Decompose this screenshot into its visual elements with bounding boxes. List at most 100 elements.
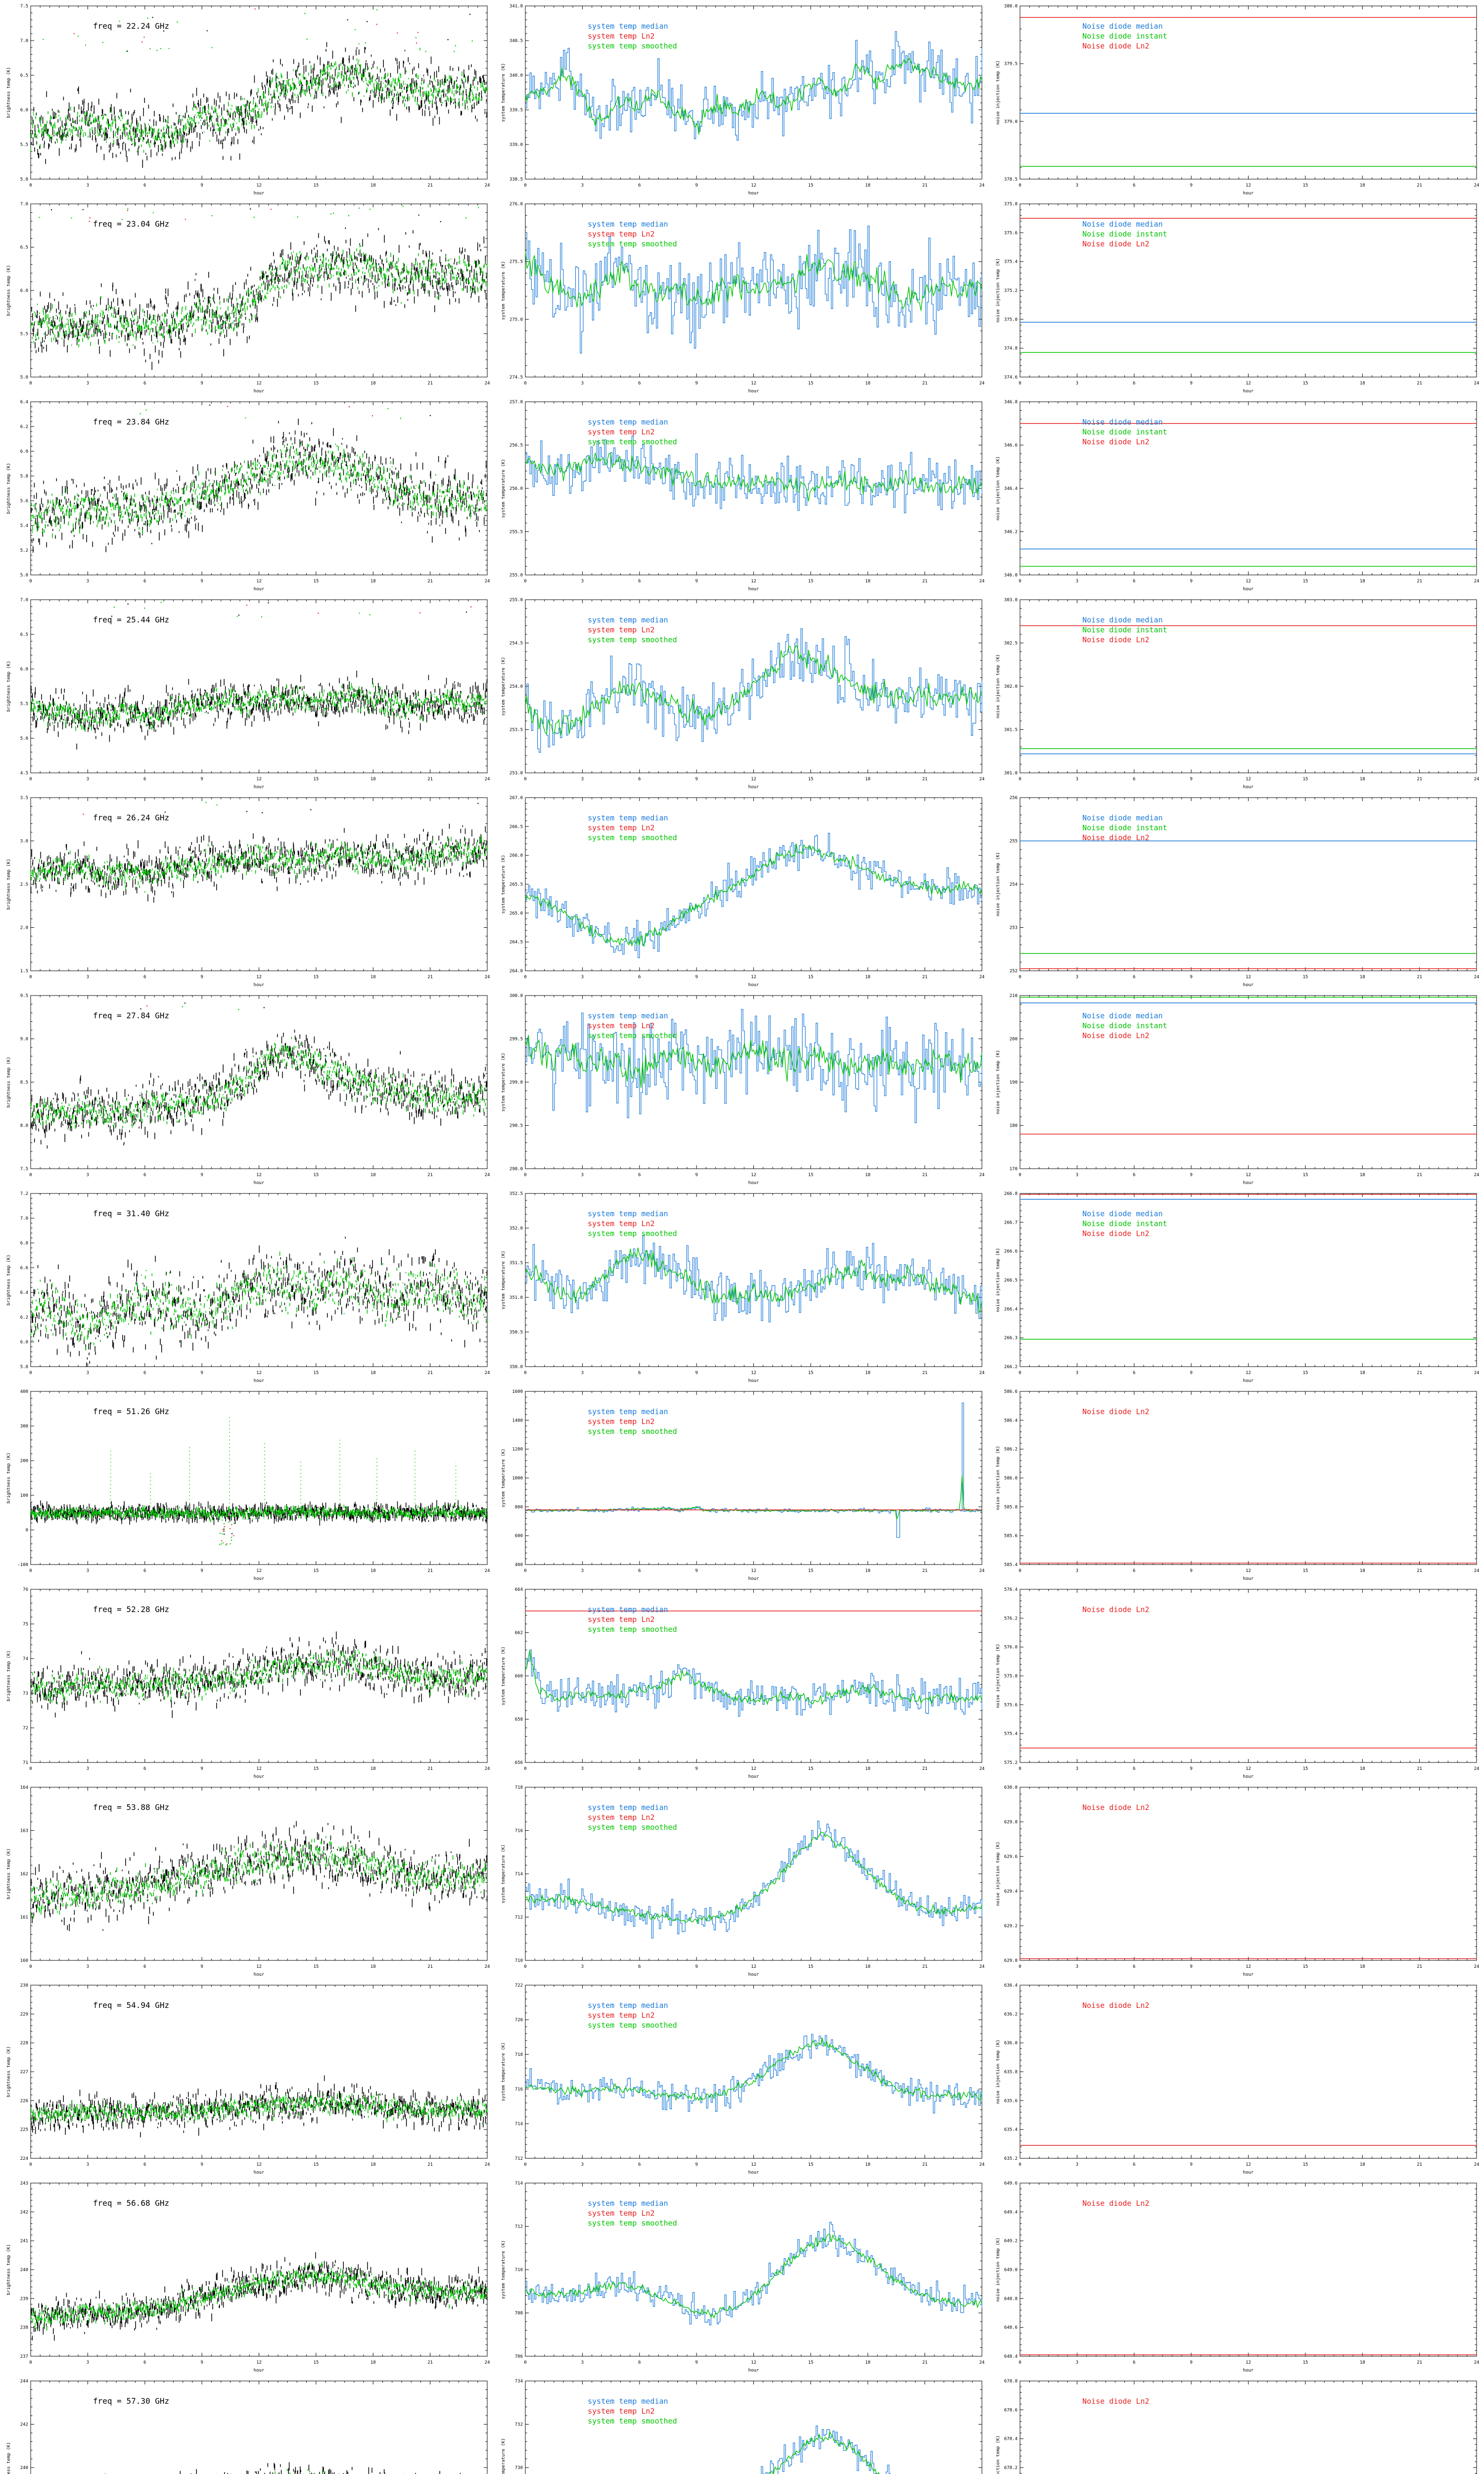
- x-tick-label: 9: [200, 381, 203, 386]
- outlier-dots-red: [73, 8, 418, 44]
- x-tick-label: 0: [1019, 2162, 1021, 2167]
- y-tick-label: 629.6: [1004, 1855, 1018, 1859]
- x-axis-label: hour: [1243, 2368, 1254, 2373]
- x-tick-label: 9: [200, 1569, 203, 1573]
- y-tick-label: 266.5: [510, 824, 523, 829]
- x-axis-label: hour: [1243, 1379, 1254, 1383]
- axes-frame: [1020, 5, 1477, 180]
- y-tick-label: 718: [515, 1785, 523, 1790]
- x-tick-label: 0: [29, 1964, 32, 1969]
- x-tick-label: 12: [1246, 1766, 1251, 1771]
- y-axis-label: brightness temp (K): [6, 859, 11, 910]
- y-tick-label: 256: [1010, 796, 1018, 801]
- y-tick-label: 339.5: [510, 108, 523, 113]
- x-tick-label: 12: [256, 2360, 262, 2365]
- x-tick-label: 6: [638, 1964, 641, 1969]
- x-tick-label: 15: [1302, 975, 1308, 980]
- y-axis-label: system temperature (K): [501, 459, 506, 518]
- y-tick-label: 190: [1010, 1080, 1018, 1085]
- y-tick-label: 1600: [512, 1389, 523, 1394]
- y-tick-label: 716: [515, 2087, 523, 2092]
- x-tick-label: 18: [865, 1964, 871, 1969]
- x-tick-label: 9: [695, 2162, 697, 2167]
- x-axis-label: hour: [254, 2368, 265, 2373]
- plot-title: freq = 22.24 GHz: [93, 21, 169, 31]
- legend-entry-red: Noise diode Ln2: [1082, 2199, 1149, 2208]
- x-tick-label: 24: [979, 183, 985, 188]
- y-tick-label: 375.0: [1004, 317, 1018, 322]
- x-tick-label: 3: [1076, 975, 1078, 980]
- y-tick-label: 224: [20, 2156, 28, 2161]
- x-tick-label: 9: [1190, 2360, 1192, 2365]
- x-tick-label: 21: [922, 1371, 928, 1376]
- y-tick-label: 6.0: [20, 288, 28, 293]
- x-tick-label: 24: [979, 1964, 985, 1969]
- plot-row11-system-temp: 712 714 716 718 720 722 0 3 6 9 12 15 18 21 24 hour syst…: [501, 1983, 984, 2175]
- y-axis-label: noise injection temp (K): [996, 852, 1001, 916]
- x-tick-label: 15: [313, 1371, 319, 1376]
- y-tick-label: 352.0: [510, 1226, 523, 1231]
- plot-title: freq = 52.28 GHz: [93, 1605, 169, 1614]
- x-tick-label: 24: [979, 2360, 985, 2365]
- legend-entry-red: Noise diode Ln2: [1082, 833, 1149, 842]
- x-tick-label: 18: [1360, 2162, 1365, 2167]
- x-tick-label: 9: [1190, 2162, 1192, 2167]
- y-tick-label: 7.0: [20, 1216, 28, 1221]
- y-tick-label: 586.0: [1004, 1476, 1018, 1481]
- x-tick-label: 12: [256, 1173, 262, 1178]
- y-tick-label: 228: [20, 2041, 28, 2046]
- legend-entry-red: Noise diode Ln2: [1082, 437, 1149, 446]
- plot-cell-row6-system-temp: 298.0 298.5 299.0 299.5 300.0 0 3 6 9 12 15 18 21 24 h…: [495, 990, 989, 1188]
- x-tick-label: 0: [524, 2162, 526, 2167]
- system-temp-smoothed-series: [525, 452, 982, 502]
- legend-entry-green: Noise diode instant: [1082, 625, 1167, 634]
- brightness-black-series: [30, 1029, 487, 1149]
- y-tick-label: 5.8: [20, 474, 28, 479]
- y-tick-label: 712: [515, 1915, 523, 1920]
- plot-title: freq = 57.30 GHz: [93, 2396, 169, 2406]
- y-tick-label: 74: [23, 1657, 28, 1662]
- plot-title: freq = 26.24 GHz: [93, 813, 169, 822]
- brightness-black-series: [104, 2462, 461, 2474]
- plot-row12-brightness: 237 238 239 240 241 242 243 0 3 6 9 12 15 18 21 24 hour b…: [6, 2181, 490, 2373]
- x-axis-label: hour: [748, 587, 759, 592]
- x-tick-label: 6: [638, 1569, 641, 1573]
- y-tick-label: 340.0: [510, 73, 523, 78]
- y-tick-label: 712: [515, 2156, 523, 2161]
- legend-entry-red: Noise diode Ln2: [1082, 2001, 1149, 2010]
- x-tick-label: 12: [751, 1569, 756, 1573]
- outlier-dots-black: [209, 404, 431, 416]
- x-tick-label: 0: [524, 1766, 526, 1771]
- x-tick-label: 6: [143, 975, 146, 980]
- y-tick-label: 586.4: [1004, 1418, 1018, 1423]
- x-tick-label: 18: [1360, 381, 1365, 386]
- plot-cell-row1-system-temp: 338.5 339.0 339.5 340.0 340.5 341.0 0 3 6 9 12 15 18…: [495, 0, 989, 198]
- x-tick-label: 9: [200, 2162, 203, 2167]
- axes-frame: [30, 5, 488, 180]
- legend-entry-red: system temp Ln2: [588, 823, 654, 832]
- plot-row11-brightness: 224 225 226 227 228 229 230 0 3 6 9 12 15 18 21 24 hour b…: [6, 1983, 490, 2175]
- x-tick-label: 21: [1417, 1766, 1422, 1771]
- x-tick-label: 12: [751, 1766, 756, 1771]
- plot-title: freq = 54.94 GHz: [93, 2000, 169, 2010]
- x-tick-label: 21: [922, 1964, 928, 1969]
- outlier-dots-green: [113, 602, 371, 618]
- x-tick-label: 21: [1417, 1173, 1422, 1178]
- axes-frame: [1020, 2183, 1477, 2357]
- plot-cell-row8-system-temp: 400 600 800 1000 1200 1400 1600 0 3 6 9 12 15 18 21 24 h…: [495, 1385, 989, 1583]
- x-tick-label: 3: [1076, 1371, 1078, 1376]
- x-tick-label: 21: [922, 777, 928, 782]
- brightness-smoothed-series: [30, 1649, 487, 1705]
- plot-cell-row7-noise-diode: 266.2 266.3 266.4 266.5 266.6 266.7 266.8 0 3 6 9 1…: [989, 1188, 1484, 1385]
- x-tick-label: 12: [751, 381, 756, 386]
- y-tick-label: 6.5: [20, 245, 28, 250]
- y-tick-label: 352.5: [510, 1191, 523, 1196]
- x-tick-label: 6: [1133, 2360, 1135, 2365]
- axes-frame: [30, 2183, 488, 2357]
- outlier-dots-black: [164, 803, 479, 813]
- x-axis-label: hour: [254, 1972, 265, 1977]
- x-axis-label: hour: [748, 191, 759, 196]
- y-tick-label: 648.8: [1004, 2296, 1018, 2301]
- brightness-smoothed-series: [30, 1251, 488, 1350]
- x-tick-label: 21: [922, 2360, 928, 2365]
